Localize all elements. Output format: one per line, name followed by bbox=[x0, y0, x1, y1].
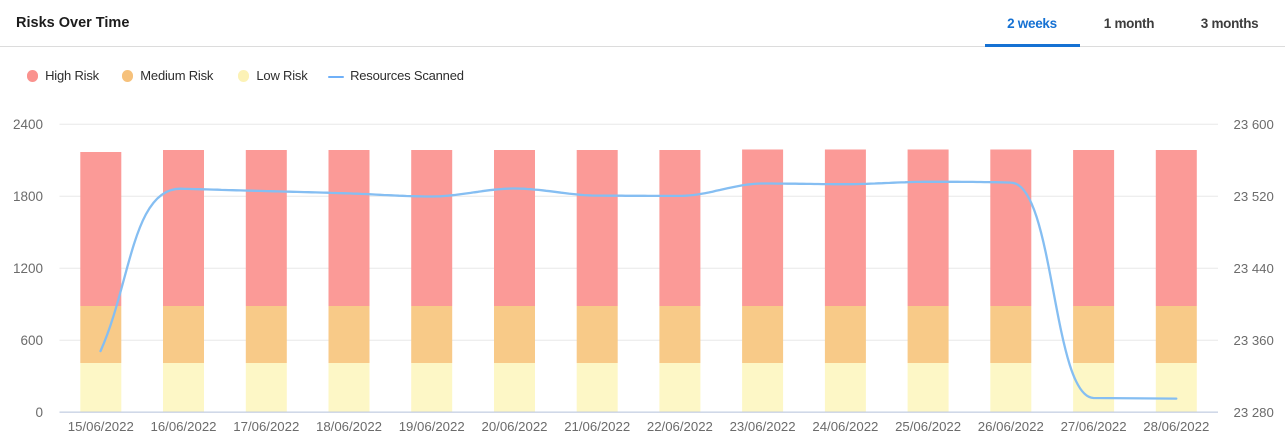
svg-text:17/06/2022: 17/06/2022 bbox=[233, 419, 299, 434]
svg-text:24/06/2022: 24/06/2022 bbox=[812, 419, 878, 434]
svg-text:21/06/2022: 21/06/2022 bbox=[564, 419, 630, 434]
svg-text:19/06/2022: 19/06/2022 bbox=[399, 419, 465, 434]
svg-text:16/06/2022: 16/06/2022 bbox=[150, 419, 216, 434]
svg-text:22/06/2022: 22/06/2022 bbox=[647, 419, 713, 434]
svg-text:20/06/2022: 20/06/2022 bbox=[481, 419, 547, 434]
svg-text:27/06/2022: 27/06/2022 bbox=[1061, 419, 1127, 434]
svg-text:0: 0 bbox=[35, 405, 43, 420]
svg-text:23 440: 23 440 bbox=[1234, 261, 1274, 276]
svg-text:23/06/2022: 23/06/2022 bbox=[730, 419, 796, 434]
svg-text:23 280: 23 280 bbox=[1234, 405, 1274, 420]
svg-text:23 520: 23 520 bbox=[1234, 189, 1274, 204]
svg-text:15/06/2022: 15/06/2022 bbox=[68, 419, 134, 434]
svg-text:23 600: 23 600 bbox=[1234, 117, 1274, 132]
svg-text:23 360: 23 360 bbox=[1234, 333, 1274, 348]
svg-text:26/06/2022: 26/06/2022 bbox=[978, 419, 1044, 434]
svg-text:2400: 2400 bbox=[13, 117, 43, 132]
svg-text:28/06/2022: 28/06/2022 bbox=[1143, 419, 1209, 434]
svg-text:25/06/2022: 25/06/2022 bbox=[895, 419, 961, 434]
svg-text:600: 600 bbox=[20, 333, 43, 348]
svg-text:1800: 1800 bbox=[13, 189, 43, 204]
svg-text:1200: 1200 bbox=[13, 261, 43, 276]
svg-text:18/06/2022: 18/06/2022 bbox=[316, 419, 382, 434]
